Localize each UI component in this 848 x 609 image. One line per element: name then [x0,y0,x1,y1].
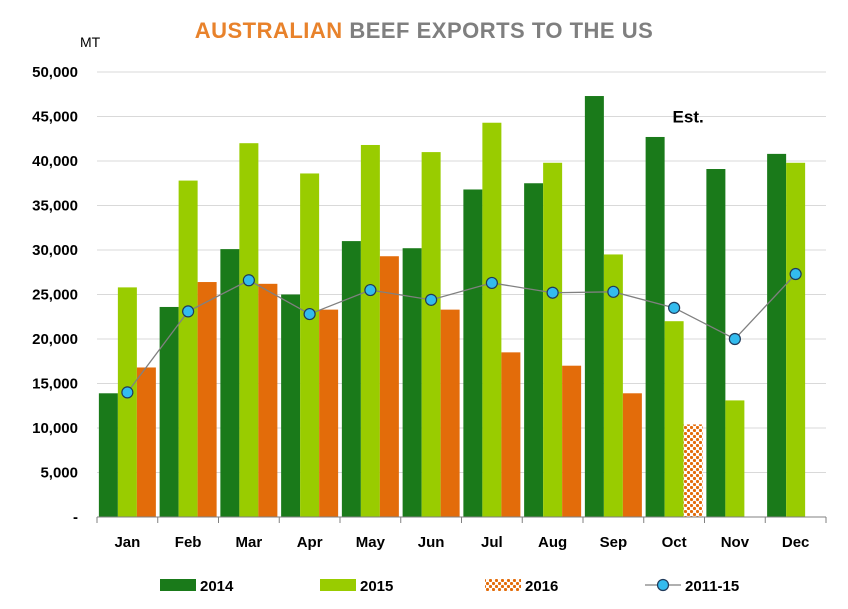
bar-2015-May [360,144,380,518]
x-tick-label: Jul [481,534,503,551]
legend-swatch-2016 [485,579,521,591]
bar-2015-Dec [786,162,806,517]
y-tick-label: 35,000 [32,198,78,215]
point-2011-15-Dec [789,267,802,281]
bar-2014-Nov [706,169,726,517]
bar-2016-Apr [319,309,339,517]
chart-title: AUSTRALIAN BEEF EXPORTS TO THE US [0,18,848,44]
x-tick-label: May [356,534,386,551]
legend-layer: 2014 2015 2016 2011-15 [160,578,739,595]
bar-2014-Jan [98,393,118,517]
legend-label-2014: 2014 [200,578,234,595]
y-tick-label: 45,000 [32,109,78,126]
bar-2016-Jul [501,352,521,517]
bar-2015-Oct [664,321,684,517]
axis-layer: - 5,000 10,000 15,000 20,000 25,000 30,000 35,0… [32,64,827,551]
bar-2016-Jan [136,367,156,517]
bar-2014-Sep [584,96,604,517]
x-tick-label: Apr [297,534,323,551]
point-2011-15-Mar [242,274,255,287]
point-2011-15-Feb [182,305,195,318]
x-tick-label: Feb [175,534,202,551]
legend-label-2015: 2015 [360,578,393,595]
point-2011-15-Oct [668,301,681,314]
bar-2016-Sep [622,393,642,517]
x-tick-label: Oct [662,534,687,551]
point-2011-15-Jan [121,386,134,399]
y-tick-label: 10,000 [32,420,78,437]
x-tick-label: Sep [600,534,628,551]
legend-label-2016: 2016 [525,578,558,595]
bar-2014-May [341,241,361,517]
bar-2015-Jul [482,122,502,517]
point-2011-15-Sep [607,285,620,298]
line-2011-15 [126,273,797,393]
annotation-label: Est. [673,108,704,127]
bar-2016-Aug [562,365,582,517]
y-tick-label: 15,000 [32,376,78,393]
y-tick-label: 5,000 [40,465,78,482]
bar-2014-Aug [524,183,544,517]
x-tick-label: Mar [236,534,263,551]
y-tick-label: 25,000 [32,287,78,304]
point-2011-15-Jul [485,276,498,290]
bar-2015-Aug [543,162,563,517]
point-2011-15-Apr [303,307,316,321]
y-tick-label: 30,000 [32,242,78,259]
bar-2014-Feb [159,306,179,517]
y-tick-label: 40,000 [32,153,78,170]
x-tick-label: Aug [538,534,567,551]
chart-title-part1: AUSTRALIAN [194,18,343,43]
point-2011-15-Aug [546,286,559,299]
bar-2016-May [379,256,399,517]
legend-label-2011-15: 2011-15 [685,578,739,595]
bar-2015-Apr [300,173,320,517]
x-tick-label: Dec [782,534,810,551]
bar-2014-Jul [463,189,483,518]
bar-2016-Oct [683,424,703,517]
y-tick-label: 50,000 [32,64,78,81]
chart-title-part2: BEEF EXPORTS TO THE US [349,18,654,43]
bar-layer [98,96,806,518]
legend-swatch-2015 [320,579,356,591]
line-layer [121,267,802,399]
bar-2016-Feb [197,282,217,517]
bar-2015-Nov [725,400,745,517]
bar-2015-Mar [239,143,259,517]
point-2011-15-May [364,283,377,297]
bar-2014-Dec [767,153,787,517]
point-2011-15-Jun [425,293,438,306]
bar-2015-Jun [421,152,441,517]
bar-2014-Oct [645,136,665,517]
x-tick-label: Nov [721,534,750,551]
grid-layer [97,71,826,473]
bar-2015-Jan [117,287,137,517]
bar-2014-Mar [220,249,240,518]
y-tick-label: - [73,509,78,526]
bar-2014-Apr [281,294,301,517]
y-axis-unit-label: MT [80,34,101,50]
y-tick-label: 20,000 [32,331,78,348]
x-tick-label: Jun [418,534,445,551]
legend-swatch-2014 [160,579,196,591]
x-tick-label: Jan [114,534,140,551]
bar-2014-Jun [402,248,422,517]
bar-2016-Jun [440,309,460,517]
bar-2015-Sep [603,254,623,517]
bar-2015-Feb [178,180,198,517]
bar-2016-Mar [258,283,278,517]
point-2011-15-Nov [728,332,741,346]
legend-marker-2011-15 [656,578,670,592]
